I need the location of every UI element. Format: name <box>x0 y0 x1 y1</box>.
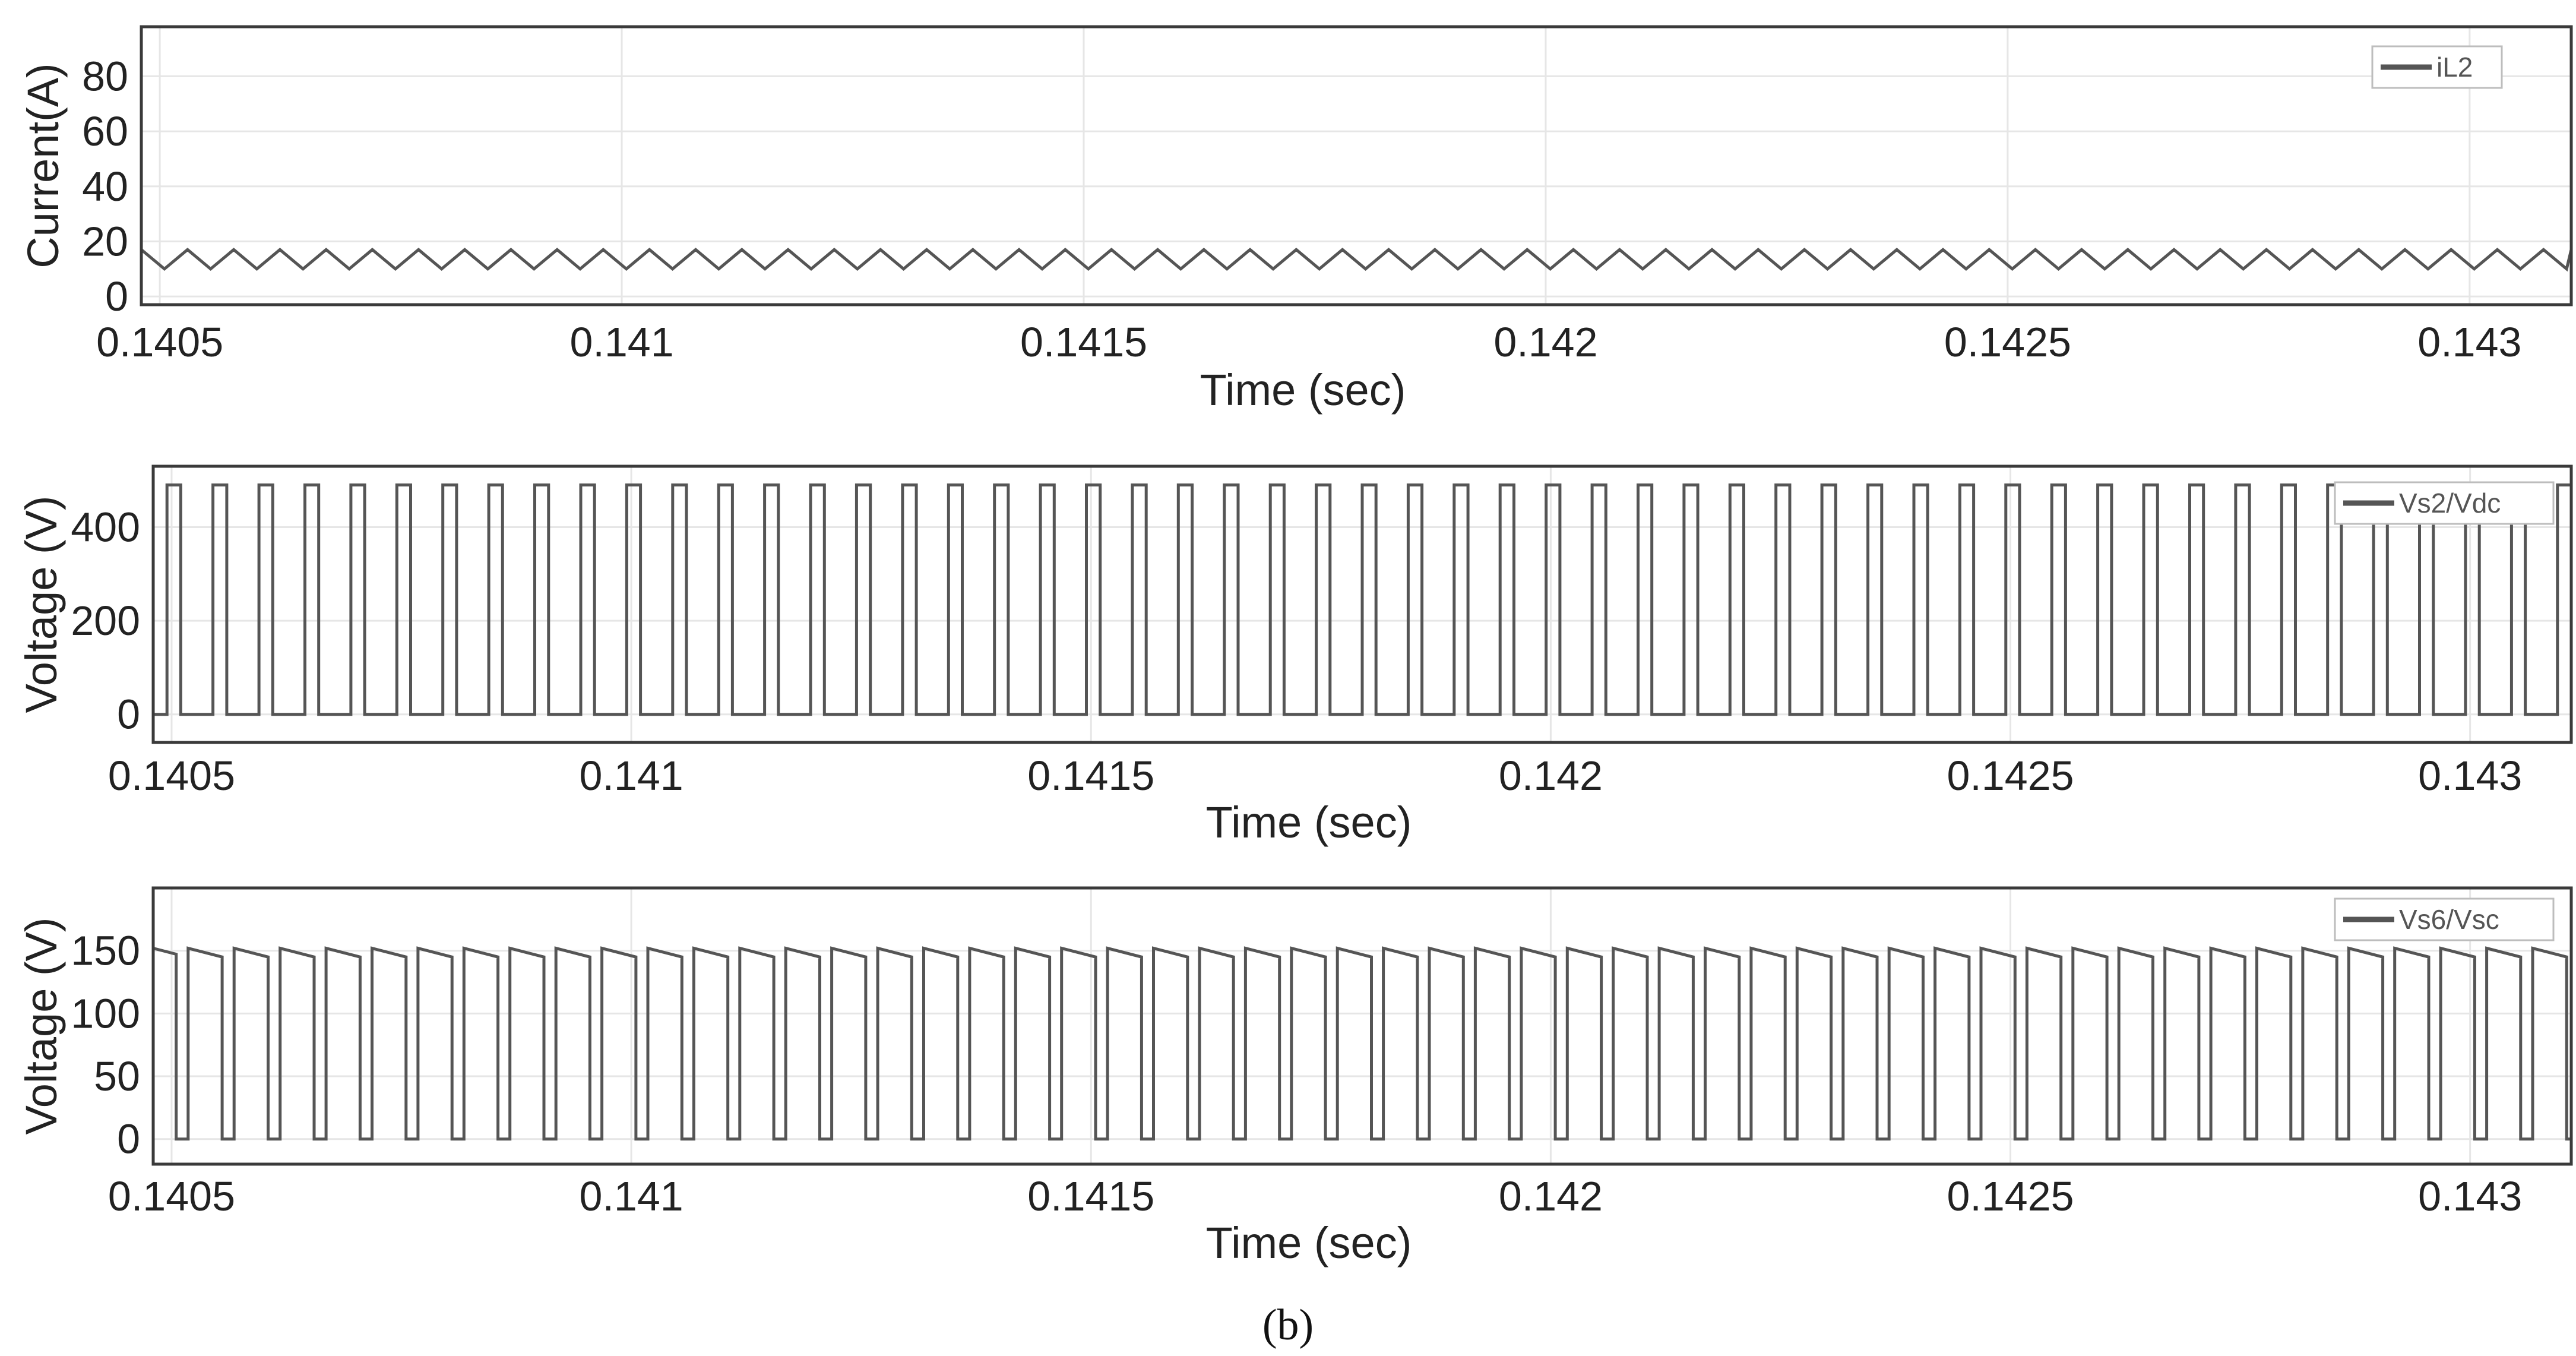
x-tick-label: 0.1415 <box>1020 319 1147 365</box>
series-line-0 <box>153 483 2573 716</box>
plot-area <box>153 888 2571 1164</box>
x-tick-label: 0.1405 <box>108 1173 235 1219</box>
legend: Vs2/Vdc <box>2334 481 2555 525</box>
plot-frame <box>151 886 2573 1166</box>
x-tick-label: 0.1415 <box>1027 1173 1154 1219</box>
series-line-0 <box>140 248 2573 272</box>
legend: Vs6/Vsc <box>2334 897 2555 941</box>
legend: iL2 <box>2371 45 2503 89</box>
x-tick-label: 0.1405 <box>108 753 235 799</box>
x-tick-label: 0.1405 <box>96 319 223 365</box>
y-axis-title: Voltage (V) <box>17 917 66 1134</box>
x-tick-label: 0.1425 <box>1944 319 2071 365</box>
voltage-vs2-panel: 0.1405 0.141 0.1415 0.142 0.1425 0.143 0 200 400… <box>17 464 2573 847</box>
x-tick-label: 0.141 <box>580 753 683 799</box>
x-tick-label: 0.141 <box>580 1173 683 1219</box>
voltage-vs6-panel: 0.1405 0.141 0.1415 0.142 0.1425 0.143 0 50 100 1… <box>17 886 2573 1268</box>
figure-caption: (b) <box>1262 1301 1314 1349</box>
x-tick-label: 0.1425 <box>1947 1173 2074 1219</box>
y-tick-label: 150 <box>71 928 140 974</box>
x-axis-title: Time (sec) <box>1200 365 1406 415</box>
legend-label: Vs2/Vdc <box>2399 488 2501 519</box>
x-tick-label: 0.143 <box>2418 1173 2522 1219</box>
plot-frame <box>151 464 2573 744</box>
y-tick-label: 400 <box>71 504 140 550</box>
series-line-0 <box>153 946 2571 1141</box>
y-tick-label: 0 <box>105 273 128 320</box>
x-tick-label: 0.1425 <box>1947 753 2074 799</box>
legend-label: iL2 <box>2436 52 2473 83</box>
x-tick-label: 0.143 <box>2418 753 2522 799</box>
x-tick-label: 0.142 <box>1499 753 1603 799</box>
y-tick-label: 60 <box>82 108 128 154</box>
x-tick-label: 0.142 <box>1499 1173 1603 1219</box>
x-tick-label: 0.143 <box>2417 319 2521 365</box>
y-tick-label: 100 <box>71 990 140 1036</box>
legend-label: Vs6/Vsc <box>2399 904 2499 935</box>
y-tick-label: 0 <box>117 691 140 738</box>
y-tick-label: 80 <box>82 53 128 99</box>
y-tick-label: 50 <box>94 1053 140 1099</box>
current-il2-panel: 0.1405 0.141 0.1415 0.142 0.1425 0.143 0 20 40 60… <box>18 25 2573 415</box>
y-axis-title: Voltage (V) <box>17 495 66 713</box>
y-tick-label: 20 <box>82 218 128 264</box>
y-tick-label: 0 <box>117 1116 140 1162</box>
y-tick-label: 40 <box>82 163 128 210</box>
x-axis-title: Time (sec) <box>1206 1218 1412 1268</box>
plot-frame <box>140 25 2573 306</box>
x-axis-title: Time (sec) <box>1206 798 1412 847</box>
y-axis-title: Current(A) <box>18 63 68 268</box>
x-tick-label: 0.141 <box>569 319 673 365</box>
y-tick-label: 200 <box>71 598 140 644</box>
x-tick-label: 0.142 <box>1493 319 1597 365</box>
x-tick-label: 0.1415 <box>1027 753 1154 799</box>
